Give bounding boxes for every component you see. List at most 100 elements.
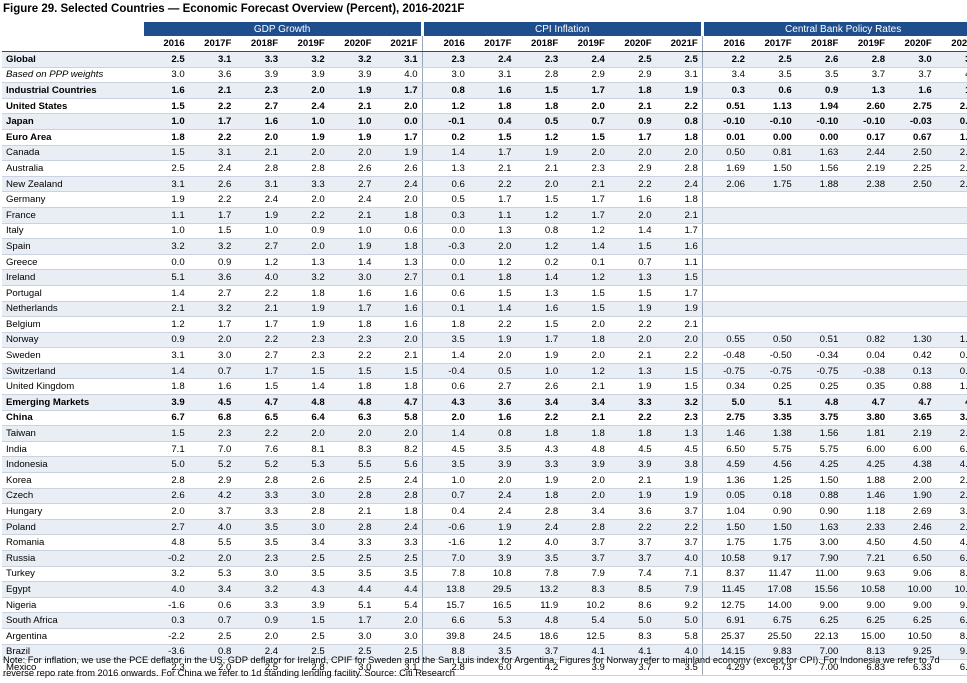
- table-row: Sweden 3.1 3.0 2.7 2.3 2.2 2.1 1.4 2.0 1.9 2.0 2.1 2…: [2, 347, 967, 364]
- cpi-value-cell: 1.3: [608, 269, 656, 286]
- rate-value-cell: [935, 223, 967, 240]
- gdp-value-cell: 5.3: [282, 456, 329, 474]
- rate-value-cell: [795, 191, 843, 208]
- rate-value-cell: 1.90: [889, 488, 936, 505]
- gdp-value-cell: 3.9: [328, 67, 376, 84]
- rate-value-cell: 6.50: [701, 441, 749, 458]
- rate-value-cell: [748, 238, 796, 255]
- rate-value-cell: [701, 285, 749, 302]
- cpi-value-cell: 1.8: [421, 316, 469, 333]
- rate-value-cell: 0.51: [701, 98, 749, 115]
- rate-value-cell: [889, 316, 936, 333]
- gdp-value-cell: 1.4: [282, 378, 329, 396]
- year-header: 2017F: [188, 36, 236, 52]
- cpi-value-cell: 2.8: [515, 503, 563, 520]
- gdp-value-cell: 2.1: [235, 301, 283, 318]
- rate-value-cell: 1.50: [748, 160, 796, 177]
- cpi-value-cell: 4.1: [608, 644, 656, 661]
- cpi-value-cell: 4.0: [655, 644, 703, 661]
- cpi-value-cell: 7.8: [515, 566, 563, 583]
- gdp-value-cell: 2.5: [328, 550, 376, 567]
- rate-value-cell: 2.25: [935, 160, 967, 177]
- table-row: Switzerland 1.4 0.7 1.7 1.5 1.5 1.5 -0.4 0.5 1.0 1…: [2, 363, 967, 380]
- gdp-value-cell: 3.2: [282, 51, 329, 68]
- gdp-value-cell: 1.8: [328, 378, 376, 396]
- cpi-value-cell: 2.0: [515, 176, 563, 193]
- gdp-value-cell: 3.5: [375, 566, 423, 583]
- rate-value-cell: 6.50: [889, 550, 936, 567]
- cpi-value-cell: 8.3: [608, 628, 656, 645]
- gdp-value-cell: 1.7: [235, 316, 283, 333]
- gdp-value-cell: 1.6: [375, 301, 423, 318]
- rate-value-cell: 1.89: [935, 332, 967, 349]
- gdp-value-cell: 1.8: [375, 207, 423, 224]
- table-row: Emerging Markets 3.9 4.5 4.7 4.8 4.8 4.7 4.3 3.6…: [2, 394, 967, 411]
- table-row: Netherlands 2.1 3.2 2.1 1.9 1.7 1.6 0.1 1.4 1.6 1.…: [2, 301, 967, 318]
- gdp-value-cell: 0.7: [188, 363, 236, 380]
- cpi-value-cell: 1.6: [515, 301, 563, 318]
- year-header: 2020F: [608, 36, 656, 52]
- rate-value-cell: 0.90: [795, 503, 843, 520]
- cpi-value-cell: 2.3: [655, 410, 703, 427]
- rate-value-cell: 3.7: [842, 67, 890, 84]
- rate-value-cell: 1.8: [935, 82, 967, 99]
- cpi-value-cell: 1.0: [421, 472, 469, 489]
- gdp-value-cell: 2.4: [375, 176, 423, 193]
- rate-value-cell: 0.00: [935, 113, 967, 130]
- country-name: Canada: [2, 145, 142, 162]
- table-row: Norway 0.9 2.0 2.2 2.3 2.3 2.0 3.5 1.9 1.7 1.8 2.0 2…: [2, 332, 967, 349]
- country-name: United States: [2, 98, 142, 115]
- cpi-value-cell: 2.4: [562, 51, 609, 68]
- gdp-value-cell: 3.6: [188, 269, 236, 286]
- gdp-value-cell: 3.5: [282, 566, 329, 583]
- cpi-value-cell: 7.8: [421, 566, 469, 583]
- cpi-value-cell: -0.3: [421, 238, 469, 255]
- country-name: United Kingdom: [2, 378, 142, 396]
- cpi-value-cell: 2.4: [515, 519, 563, 536]
- cpi-value-cell: 2.6: [515, 378, 563, 396]
- cpi-value-cell: 1.5: [468, 129, 516, 146]
- rate-value-cell: 0.88: [795, 488, 843, 505]
- rate-value-cell: 6.75: [748, 612, 796, 629]
- gdp-value-cell: 1.1: [142, 207, 189, 224]
- rate-value-cell: 0.01: [701, 129, 749, 146]
- rate-value-cell: 6.00: [842, 441, 890, 458]
- gdp-value-cell: 4.8: [328, 394, 376, 411]
- cpi-value-cell: 0.1: [562, 254, 609, 271]
- rate-value-cell: 9.00: [935, 597, 967, 614]
- rate-value-cell: 2.19: [889, 425, 936, 442]
- rate-value-cell: 0.63: [935, 363, 967, 380]
- gdp-value-cell: 0.9: [235, 612, 283, 629]
- table-row: Russia -0.2 2.0 2.3 2.5 2.5 2.5 7.0 3.9 3.5 3.7 3.7…: [2, 550, 967, 567]
- gdp-value-cell: 0.0: [142, 254, 189, 271]
- rate-value-cell: 10.58: [842, 581, 890, 598]
- rate-value-cell: [842, 254, 890, 271]
- table-row: Greece 0.0 0.9 1.2 1.3 1.4 1.3 0.0 1.2 0.2 0.1 0.7 1…: [2, 254, 967, 271]
- cpi-value-cell: 1.8: [655, 129, 703, 146]
- rate-value-cell: 9.25: [935, 644, 967, 661]
- rate-value-cell: 7.90: [795, 550, 843, 567]
- cpi-value-cell: 1.7: [468, 191, 516, 208]
- rate-value-cell: 17.08: [748, 581, 796, 598]
- cpi-value-cell: 3.9: [562, 659, 609, 676]
- gdp-value-cell: 1.7: [328, 612, 376, 629]
- cpi-value-cell: 6.6: [421, 612, 469, 629]
- gdp-value-cell: -2.2: [142, 628, 189, 645]
- cpi-value-cell: 8.8: [421, 644, 469, 661]
- cpi-value-cell: 2.0: [468, 238, 516, 255]
- year-header: 2017F: [468, 36, 516, 52]
- rate-value-cell: [748, 285, 796, 302]
- rate-value-cell: 1.18: [842, 503, 890, 520]
- cpi-value-cell: 0.8: [468, 425, 516, 442]
- cpi-value-cell: 5.0: [608, 612, 656, 629]
- cpi-value-cell: 2.3: [421, 51, 469, 68]
- cpi-value-cell: 1.2: [562, 223, 609, 240]
- gdp-value-cell: 3.3: [235, 597, 283, 614]
- table-row: Argentina -2.2 2.5 2.0 2.5 3.0 3.0 39.8 24.5 18.6…: [2, 628, 967, 645]
- table-row: United Kingdom 1.8 1.6 1.5 1.4 1.8 1.8 0.6 2.7 2.…: [2, 378, 967, 396]
- cpi-value-cell: 1.3: [421, 160, 469, 177]
- gdp-value-cell: 2.5: [188, 628, 236, 645]
- cpi-value-cell: 1.5: [515, 191, 563, 208]
- gdp-value-cell: 2.2: [328, 347, 376, 364]
- cpi-value-cell: 4.3: [515, 441, 563, 458]
